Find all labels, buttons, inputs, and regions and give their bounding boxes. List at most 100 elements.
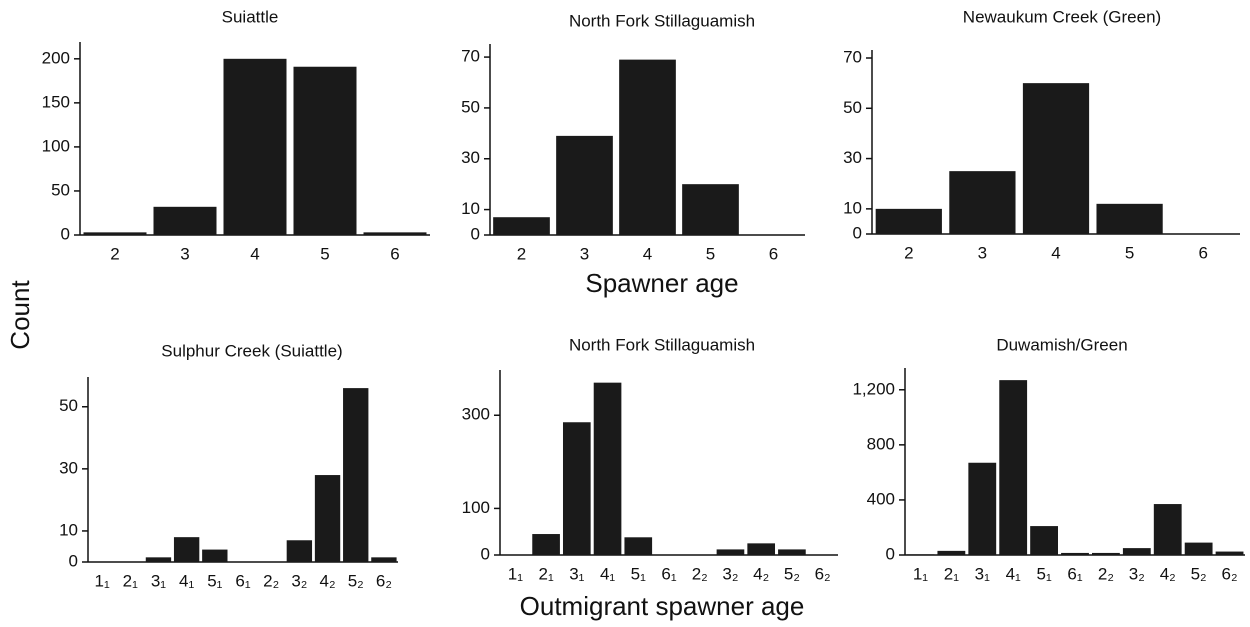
x-tick-label: 2₁ (538, 564, 553, 583)
y-tick-label: 150 (42, 92, 70, 111)
y-tick-label: 70 (461, 47, 480, 66)
chart-title: North Fork Stillaguamish (569, 11, 755, 30)
x-tick-label: 5₂ (784, 564, 800, 583)
x-tick-label: 1₁ (94, 571, 109, 590)
x-tick-label: 5 (1125, 243, 1134, 262)
bar (937, 550, 966, 555)
x-tick-label: 5₁ (207, 571, 222, 590)
chart-title: Newaukum Creek (Green) (963, 7, 1161, 26)
bar (173, 537, 200, 562)
x-tick-label: 2 (904, 243, 913, 262)
x-tick-label: 6 (1198, 243, 1207, 262)
bar (747, 543, 776, 555)
bar (1061, 552, 1089, 555)
x-tick-label: 3 (978, 243, 987, 262)
bar (363, 232, 427, 235)
chart-title: Sulphur Creek (Suiattle) (161, 341, 342, 360)
y-tick-label: 100 (42, 136, 70, 155)
y-tick-label: 10 (461, 199, 480, 218)
x-axis-label: Outmigrant spawner age (520, 591, 805, 621)
x-tick-label: 3₂ (722, 564, 738, 583)
x-tick-label: 3₁ (975, 564, 990, 583)
y-tick-label: 10 (59, 520, 78, 539)
bar (624, 537, 653, 555)
y-tick-label: 30 (461, 148, 480, 167)
x-tick-label: 6₂ (1222, 564, 1238, 583)
bar (556, 135, 613, 235)
x-tick-label: 6₂ (815, 564, 831, 583)
x-tick-label: 5₂ (348, 571, 364, 590)
x-tick-label: 2 (517, 244, 526, 263)
bar (999, 380, 1028, 555)
y-tick-label: 0 (481, 544, 490, 563)
x-tick-label: 2₁ (944, 564, 959, 583)
x-tick-label: 4 (643, 244, 652, 263)
x-tick-label: 1₁ (913, 564, 928, 583)
y-tick-label: 10 (843, 198, 862, 217)
x-tick-label: 5 (320, 244, 329, 263)
x-tick-label: 5 (706, 244, 715, 263)
bar (371, 557, 397, 562)
bar (343, 388, 369, 562)
bar (1153, 504, 1182, 555)
bar (532, 534, 560, 555)
bar (968, 462, 997, 555)
bar (83, 232, 147, 235)
bar (593, 382, 622, 555)
chart-title: North Fork Stillaguamish (569, 335, 755, 354)
bar (562, 422, 591, 555)
x-tick-label: 3 (580, 244, 589, 263)
y-tick-label: 30 (843, 148, 862, 167)
y-tick-label: 100 (462, 498, 490, 517)
y-tick-label: 30 (59, 458, 78, 477)
bar (1184, 542, 1213, 555)
y-tick-label: 0 (471, 224, 480, 243)
x-tick-label: 3 (180, 244, 189, 263)
bar (293, 66, 357, 235)
y-tick-label: 0 (853, 223, 862, 242)
x-tick-label: 4₁ (1006, 564, 1021, 583)
y-tick-label: 50 (843, 98, 862, 117)
y-tick-label: 50 (51, 180, 70, 199)
bar (153, 206, 217, 235)
bar (1092, 552, 1120, 555)
chart-title: Duwamish/Green (996, 335, 1127, 354)
bar (682, 184, 739, 235)
x-tick-label: 4₂ (320, 571, 336, 590)
y-tick-label: 0 (69, 551, 78, 570)
y-tick-label: 50 (461, 97, 480, 116)
x-tick-label: 2₂ (263, 571, 279, 590)
y-tick-label: 0 (886, 544, 895, 563)
x-tick-label: 4₁ (600, 564, 615, 583)
x-tick-label: 2 (110, 244, 119, 263)
bar (286, 540, 313, 562)
y-tick-label: 70 (843, 47, 862, 66)
bar (145, 557, 172, 562)
x-tick-label: 1₁ (508, 564, 523, 583)
x-tick-label: 5₁ (631, 564, 646, 583)
bar (1030, 526, 1058, 555)
bar (1022, 83, 1090, 235)
bar (1215, 551, 1244, 555)
x-tick-label: 3₁ (569, 564, 584, 583)
x-axis-label: Spawner age (585, 268, 738, 298)
x-tick-label: 6₁ (661, 564, 676, 583)
bar (875, 208, 942, 234)
y-tick-label: 300 (462, 405, 490, 424)
bar (716, 549, 745, 555)
y-tick-label: 50 (59, 396, 78, 415)
x-tick-label: 4 (250, 244, 259, 263)
x-tick-label: 3₂ (291, 571, 307, 590)
y-tick-label: 200 (42, 48, 70, 67)
bar (1122, 548, 1151, 555)
x-tick-label: 6₁ (1067, 564, 1082, 583)
bar (314, 475, 341, 562)
bar (949, 171, 1016, 234)
y-tick-label: 800 (867, 434, 895, 453)
x-tick-label: 4₁ (179, 571, 194, 590)
bar (202, 549, 228, 562)
x-tick-label: 2₂ (692, 564, 708, 583)
bar (906, 554, 935, 555)
bar (1096, 203, 1163, 234)
